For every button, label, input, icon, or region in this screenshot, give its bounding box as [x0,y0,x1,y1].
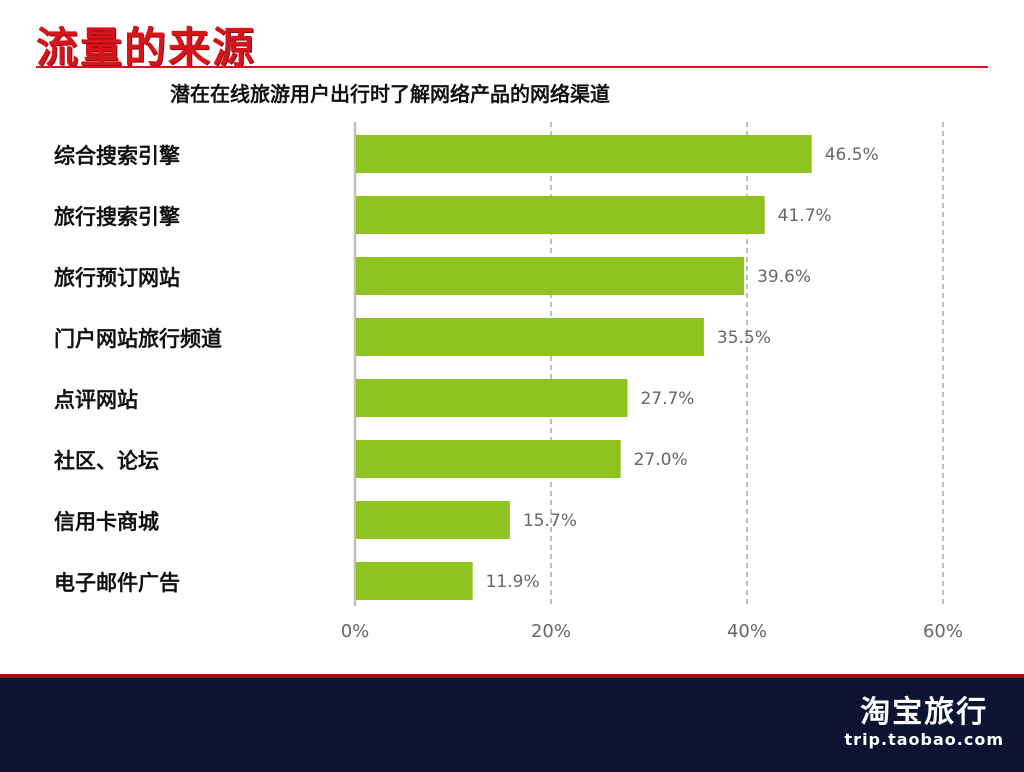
value-label: 27.0% [634,450,688,470]
x-tick-label: 40% [727,621,767,642]
value-label: 35.5% [717,328,771,348]
value-label: 15.7% [523,511,577,531]
brand-logo: 淘宝旅行 trip.taobao.com [845,696,1004,750]
value-label: 11.9% [486,572,540,592]
page-title: 流量的来源 [36,23,257,72]
x-tick-label: 20% [531,621,571,642]
value-label: 41.7% [778,206,832,226]
x-tick-label: 0% [341,621,370,642]
category-label: 信用卡商城 [54,510,159,534]
bar-chart: 0% 20% 40% 60% 46.5% 41.7% 39.6% 35.5% 27.7% 27.0… [341,122,963,642]
x-tick-label: 60% [923,621,963,642]
bar [356,318,704,356]
bar [356,501,510,539]
category-label: 旅行搜索引擎 [54,205,180,229]
chart-title: 潜在在线旅游用户出行时了解网络产品的网络渠道 [170,82,610,106]
bar [356,135,812,173]
category-label: 社区、论坛 [54,449,159,473]
bar [356,196,765,234]
bar [356,379,628,417]
brand-url: trip.taobao.com [844,730,1004,749]
title-divider [36,66,988,68]
category-label: 门户网站旅行频道 [54,327,222,351]
value-label: 39.6% [757,267,811,287]
brand-name: 淘宝旅行 [860,695,989,730]
footer-bar [0,674,1024,772]
category-label: 综合搜索引擎 [54,144,180,168]
category-label: 电子邮件广告 [54,571,180,595]
value-label: 27.7% [640,389,694,409]
bar [356,562,473,600]
value-label: 46.5% [825,145,879,165]
category-label: 旅行预订网站 [54,266,180,290]
category-label: 点评网站 [54,388,138,412]
bar [356,440,621,478]
bar [356,257,745,295]
